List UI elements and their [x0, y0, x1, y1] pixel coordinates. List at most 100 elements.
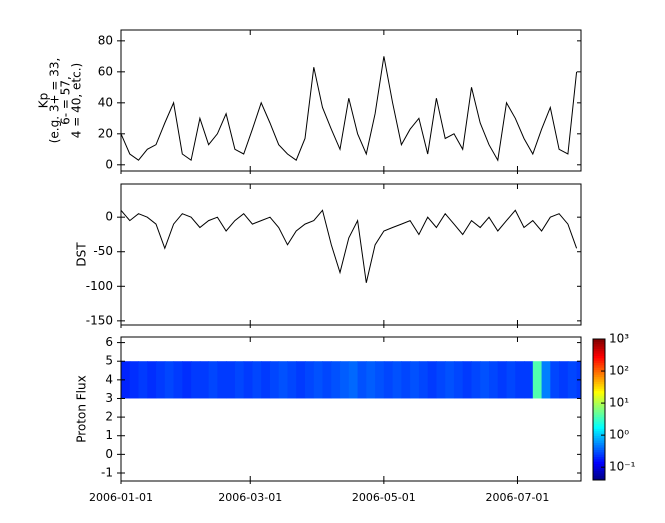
colorbar-step: [593, 383, 605, 387]
heat-cell: [217, 361, 227, 399]
colorbar-step: [593, 425, 605, 429]
colorbar-frame: [592, 338, 606, 481]
colorbar-step: [593, 364, 605, 368]
colorbar-label: 10⁻¹: [609, 460, 636, 474]
y-tick-label: 0: [105, 447, 113, 461]
heat-cell: [322, 361, 332, 399]
colorbar-step: [593, 414, 605, 418]
colorbar-step: [593, 360, 605, 363]
colorbar-step: [593, 397, 605, 401]
colorbar-step: [593, 475, 605, 479]
data-line: [120, 56, 578, 162]
colorbar-label: 10⁰: [609, 428, 629, 442]
colorbar-step: [593, 341, 605, 345]
x-tick-label: 2006-03-01: [218, 491, 282, 504]
heat-cell: [401, 361, 411, 399]
heat-cell: [489, 361, 499, 399]
heat-cell: [199, 361, 210, 399]
heat-cell: [453, 361, 464, 399]
colorbar-step: [593, 423, 605, 427]
heat-cell: [497, 361, 508, 399]
y-tick-label: 4: [105, 372, 113, 386]
y-axis-label: (e.g. 3+ = 33,: [48, 58, 62, 144]
colorbar-step: [593, 355, 605, 359]
y-tick-label: 5: [105, 354, 113, 368]
colorbar-step: [593, 421, 605, 425]
colorbar-step: [593, 430, 605, 434]
colorbar-step: [593, 416, 605, 420]
colorbar-step: [593, 440, 605, 443]
y-tick-label: -100: [86, 279, 113, 293]
colorbar-step: [593, 451, 605, 455]
colorbar-step: [593, 463, 605, 467]
colorbar-step: [593, 369, 605, 373]
heat-cell: [278, 361, 288, 399]
x-tick-label: 2006-05-01: [352, 491, 416, 504]
colorbar-step: [593, 470, 605, 474]
colorbar-step: [593, 362, 605, 366]
heat-cell: [480, 361, 490, 399]
colorbar-step: [593, 407, 605, 410]
y-tick-label: 20: [98, 126, 113, 140]
heat-cell: [147, 361, 157, 399]
heat-cell: [357, 361, 367, 399]
colorbar-step: [593, 381, 605, 385]
colorbar-step: [593, 418, 605, 422]
heat-cell: [515, 361, 525, 399]
colorbar-step: [593, 411, 605, 415]
colorbar-step: [593, 371, 605, 375]
colorbar-step: [593, 350, 605, 354]
heat-cell: [261, 361, 271, 399]
heat-cell: [340, 361, 350, 399]
colorbar-step: [593, 390, 605, 394]
colorbar-label: 10¹: [609, 396, 629, 410]
y-tick-label: 80: [98, 33, 113, 47]
heat-cell: [156, 361, 166, 399]
colorbar-step: [593, 357, 605, 361]
y-tick-label: 1: [105, 428, 113, 442]
heat-cell: [182, 361, 192, 399]
colorbar-step: [593, 472, 605, 476]
colorbar-step: [593, 402, 605, 406]
heat-cell: [313, 361, 324, 399]
colorbar-step: [593, 378, 605, 382]
heat-cell: [392, 361, 402, 399]
heat-cell: [524, 361, 534, 399]
heat-cell: [129, 361, 140, 399]
heat-cell: [164, 361, 175, 399]
heat-cell: [252, 361, 262, 399]
colorbar-step: [593, 433, 605, 436]
colorbar-step: [593, 348, 605, 352]
colorbar-step: [593, 447, 605, 450]
y-axis-label: Kp: [37, 93, 51, 109]
heat-cell: [410, 361, 420, 399]
colorbar-step: [593, 339, 605, 342]
heat-cell: [296, 361, 306, 399]
colorbar-step: [593, 465, 605, 469]
colorbar-step: [593, 428, 605, 432]
colorbar-step: [593, 343, 605, 347]
colorbar-step: [593, 477, 605, 481]
heat-cell: [208, 361, 218, 399]
colorbar-step: [593, 386, 605, 389]
y-axis-label: DST: [75, 242, 89, 267]
colorbar-step: [593, 442, 605, 446]
heat-cell: [375, 361, 385, 399]
panel-frame: [120, 336, 582, 482]
heat-cell: [532, 361, 543, 399]
heat-cell: [121, 361, 131, 399]
y-tick-label: 2: [105, 410, 113, 424]
colorbar-step: [593, 388, 605, 392]
colorbar-step: [593, 437, 605, 441]
colorbar-label: 10³: [609, 332, 629, 346]
heat-cell: [191, 361, 201, 399]
colorbar-step: [593, 400, 605, 403]
y-axis-label: 6- = 57,: [59, 76, 73, 125]
data-line: [120, 209, 578, 283]
colorbar-step: [593, 468, 605, 472]
x-tick-label: 2006-01-01: [89, 491, 153, 504]
heat-cell: [234, 361, 245, 399]
heat-cell: [287, 361, 297, 399]
panel-frame: [120, 29, 582, 172]
